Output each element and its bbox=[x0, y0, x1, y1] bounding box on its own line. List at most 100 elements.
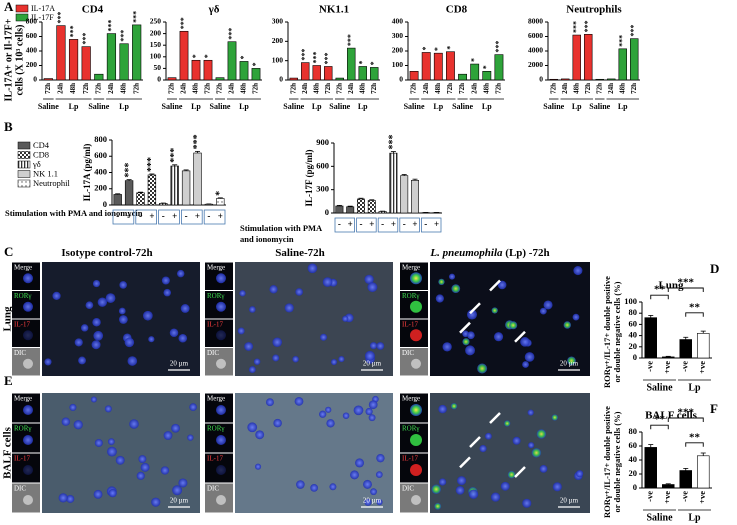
y-tick-label: 150 bbox=[150, 40, 162, 49]
bar bbox=[68, 39, 79, 81]
cell bbox=[307, 263, 318, 274]
cell bbox=[522, 498, 532, 508]
y-tick-label: 200 bbox=[26, 60, 38, 69]
inset-cell bbox=[23, 330, 33, 341]
x-tick-label: 48h bbox=[434, 83, 442, 94]
x-tick-label: 72h bbox=[289, 83, 297, 94]
cell bbox=[61, 417, 71, 426]
cell bbox=[118, 307, 126, 315]
cell bbox=[369, 342, 378, 350]
cell bbox=[329, 483, 337, 491]
inset-cell bbox=[216, 358, 226, 369]
scale-label: 20 µm bbox=[560, 360, 579, 368]
cell bbox=[536, 429, 547, 439]
y-tick-label: 60 bbox=[629, 440, 638, 450]
cell bbox=[180, 304, 190, 313]
cell bbox=[178, 333, 188, 343]
cell bbox=[479, 444, 487, 453]
x-tick-label: 48h bbox=[618, 83, 626, 94]
cell bbox=[74, 338, 83, 347]
cell bbox=[296, 480, 305, 489]
y-tick-label: 200 bbox=[150, 28, 162, 37]
bar bbox=[572, 34, 581, 81]
significance-label: *** bbox=[323, 52, 332, 64]
x-tick-label: 72h bbox=[410, 83, 418, 94]
y-tick-label: 200 bbox=[272, 36, 284, 45]
x-tick-label: + bbox=[149, 211, 154, 221]
cell bbox=[438, 404, 447, 414]
x-tick-label: 48h bbox=[192, 83, 200, 94]
significance-label: * bbox=[358, 60, 367, 64]
bar bbox=[335, 77, 344, 81]
error-bar bbox=[401, 174, 407, 176]
significance-label: *** bbox=[146, 157, 157, 172]
cell bbox=[465, 345, 476, 356]
x-tick-label: 24h bbox=[228, 83, 236, 94]
bar bbox=[159, 203, 168, 206]
bar bbox=[644, 317, 657, 359]
inset-label: Merge bbox=[402, 395, 420, 403]
significance-label: * bbox=[239, 55, 248, 59]
x-tick-label: 24h bbox=[422, 83, 430, 94]
bar bbox=[357, 198, 365, 214]
significance-label: *** bbox=[678, 277, 695, 289]
x-tick-label: 24h bbox=[180, 83, 188, 94]
cell bbox=[375, 471, 383, 478]
cell bbox=[527, 409, 534, 416]
inset-label: DIC bbox=[14, 485, 26, 493]
arrow bbox=[489, 279, 501, 292]
error-bar bbox=[149, 173, 155, 175]
panel-letter: A bbox=[4, 0, 14, 14]
bar bbox=[409, 71, 419, 81]
y-tick-label: 100 bbox=[392, 60, 404, 69]
error-bar bbox=[648, 315, 654, 318]
significance-label: * bbox=[215, 191, 226, 196]
chart-title: BALF cells bbox=[645, 410, 698, 422]
y-tick-label: 0 bbox=[157, 75, 161, 84]
y-tick-label: 600 bbox=[316, 160, 329, 170]
cell bbox=[136, 471, 145, 480]
cell bbox=[497, 280, 507, 290]
inset-cell bbox=[216, 495, 226, 505]
legend-label: Neutrophil bbox=[33, 178, 70, 188]
panel-letter: E bbox=[4, 373, 13, 388]
error-bar bbox=[700, 330, 706, 334]
significance-label: *** bbox=[132, 11, 141, 23]
bar bbox=[494, 54, 504, 81]
cell bbox=[58, 493, 68, 503]
bar bbox=[421, 52, 431, 81]
x-tick-label: 72h bbox=[216, 83, 224, 94]
x-tick-label: 72h bbox=[595, 83, 603, 94]
cell bbox=[539, 307, 547, 315]
cell bbox=[239, 290, 246, 297]
x-tick-label: 24h bbox=[347, 83, 355, 94]
cell bbox=[326, 419, 335, 428]
bar bbox=[482, 71, 492, 81]
legend-swatch bbox=[15, 4, 29, 13]
cell bbox=[576, 470, 584, 478]
significance-label: * bbox=[445, 46, 454, 50]
cell bbox=[504, 420, 511, 427]
arrow bbox=[514, 466, 526, 478]
row-label: BALF cells bbox=[2, 426, 14, 479]
cell bbox=[322, 277, 333, 287]
group-label: Lp bbox=[688, 382, 701, 393]
cell bbox=[512, 436, 521, 445]
group-box bbox=[377, 217, 399, 233]
cell bbox=[187, 434, 194, 441]
significance-label: * bbox=[470, 58, 479, 62]
chart-title: Neutrophils bbox=[566, 4, 622, 16]
y-tick-label: 40 bbox=[629, 454, 638, 464]
x-tick-label: 72h bbox=[495, 83, 503, 94]
significance-label: *** bbox=[227, 28, 236, 40]
cell bbox=[509, 321, 518, 330]
y-tick-label: 100 bbox=[150, 52, 162, 61]
y-axis-label: or double negative cells (%) bbox=[612, 281, 622, 382]
cell bbox=[85, 301, 94, 310]
cell bbox=[189, 403, 197, 411]
x-tick-label: 48h bbox=[240, 83, 248, 94]
error-bar bbox=[358, 197, 364, 199]
inset-label: IL-17 bbox=[14, 321, 30, 329]
inset-cell bbox=[410, 404, 422, 416]
cell bbox=[119, 281, 127, 289]
